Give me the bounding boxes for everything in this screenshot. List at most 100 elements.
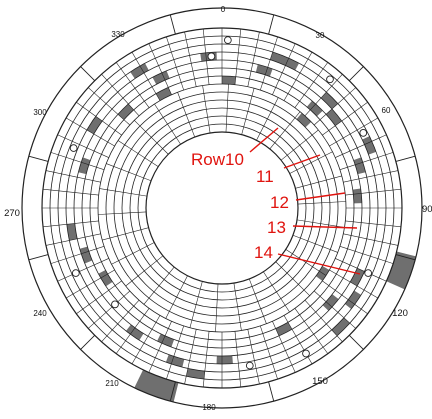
open-circle-marker-5 (302, 349, 310, 358)
open-circle-marker-7 (111, 300, 119, 309)
inner-spoke-351 (202, 85, 211, 133)
open-circle-marker-10 (207, 52, 216, 61)
shaded-cell-7 (306, 100, 323, 117)
cell-spoke-228 (88, 290, 131, 329)
shaded-cell-24 (79, 246, 93, 264)
cell-spoke-66 (335, 134, 387, 158)
shaded-cell-5 (321, 92, 338, 109)
angle-label-90: 90 (422, 204, 432, 215)
shaded-cell-2 (255, 64, 273, 77)
inner-spoke-279 (99, 188, 147, 197)
cell-spoke-108 (339, 246, 394, 264)
cell-spoke-264 (42, 220, 99, 228)
angle-label-330: 330 (111, 30, 125, 39)
shaded-cell-25 (66, 223, 78, 241)
cell-spoke-168 (247, 329, 260, 385)
shaded-cells-layer (66, 52, 417, 403)
cell-spoke-102 (343, 233, 399, 246)
cell-spoke-246 (57, 258, 109, 282)
cell-spoke-294 (57, 134, 109, 158)
shaded-cell-9 (353, 157, 366, 175)
angle-label-300: 300 (33, 108, 47, 117)
inner-spoke-27 (256, 97, 279, 141)
row13-leader-line (292, 225, 358, 229)
cell-spoke-186 (202, 331, 210, 388)
shaded-cell-14 (322, 294, 339, 311)
open-circle-marker-3 (359, 129, 368, 137)
shaded-cell-23 (98, 269, 113, 287)
shaded-cell-4 (280, 55, 299, 71)
outer-band-spoke-315 (80, 66, 96, 82)
row10-callout: Row10 (191, 150, 244, 169)
outer-band-spoke-225 (80, 334, 96, 350)
cell-spoke-252 (50, 246, 105, 264)
cell-spoke-114 (335, 258, 387, 282)
shaded-cell-20 (134, 369, 179, 403)
shaded-cell-32 (296, 113, 312, 128)
angle-label-60: 60 (382, 106, 391, 115)
row13-callout: 13 (267, 218, 286, 237)
cell-spoke-342 (166, 36, 184, 91)
open-circle-marker-2 (326, 75, 334, 84)
cell-spoke-138 (304, 299, 343, 342)
inner-spoke-111 (292, 234, 338, 253)
inner-spoke-219 (143, 266, 175, 305)
ring-boundary-5 (113, 99, 331, 317)
cell-spoke-132 (313, 290, 356, 329)
shaded-cell-30 (152, 70, 170, 85)
inner-spoke-183 (215, 283, 219, 332)
open-circle-markers-layer (69, 36, 373, 370)
inner-spoke-303 (117, 140, 159, 167)
angle-label-240: 240 (33, 309, 47, 318)
cell-spoke-282 (45, 170, 101, 183)
shaded-cell-27 (86, 116, 103, 134)
shaded-cell-6 (326, 108, 342, 126)
outer-band-spoke-195 (169, 381, 176, 402)
cell-spoke-354 (202, 28, 210, 85)
cell-spoke-300 (65, 117, 115, 147)
inner-spoke-339 (177, 92, 196, 138)
inner-spoke-15 (241, 88, 255, 135)
row14-callout: 14 (254, 243, 273, 262)
inner-spoke-195 (189, 281, 203, 328)
ring-boundary-6 (105, 91, 339, 325)
inner-spoke-327 (154, 103, 181, 145)
shaded-cell-31 (222, 76, 236, 85)
shaded-cell-12 (350, 268, 365, 286)
shaded-cell-34 (156, 87, 172, 101)
inner-spoke-255 (102, 227, 149, 241)
cell-spoke-48 (313, 87, 356, 126)
inner-spoke-75 (295, 175, 342, 189)
shaded-cell-10 (352, 188, 362, 204)
open-circle-marker-8 (71, 269, 80, 277)
cell-spoke-216 (115, 308, 150, 354)
inner-spoke-99 (297, 219, 345, 228)
row11-callout: 11 (256, 167, 274, 186)
inner-spoke-171 (233, 283, 242, 331)
cell-spoke-204 (148, 321, 172, 373)
outer-band-spoke-75 (395, 155, 416, 162)
angle-label-0: 0 (221, 5, 226, 14)
cell-spoke-348 (184, 31, 197, 87)
inner-spoke-87 (297, 201, 346, 205)
shaded-cell-17 (216, 355, 233, 364)
cell-spoke-42 (304, 74, 343, 117)
cell-spoke-222 (101, 299, 140, 342)
angle-labels-layer: 0 30 60 90 120 150 180 210 240 270 300 3… (4, 5, 432, 412)
inner-spoke-147 (263, 271, 290, 313)
open-circle-marker-1 (224, 36, 232, 44)
row11-leader-line (283, 154, 321, 169)
angle-label-30: 30 (316, 31, 325, 40)
shaded-cell-29 (130, 63, 149, 79)
cell-spoke-234 (76, 280, 122, 315)
open-circle-marker-9 (69, 144, 78, 152)
radial-spokes-layer (28, 14, 416, 402)
cell-spoke-210 (131, 315, 161, 365)
inner-spoke-315 (134, 120, 169, 155)
cell-spoke-126 (322, 280, 368, 315)
open-circle-marker-6 (245, 361, 254, 370)
cell-spoke-240 (65, 269, 115, 299)
shaded-cell-15 (331, 317, 350, 336)
ring-boundary-15 (21, 7, 423, 409)
